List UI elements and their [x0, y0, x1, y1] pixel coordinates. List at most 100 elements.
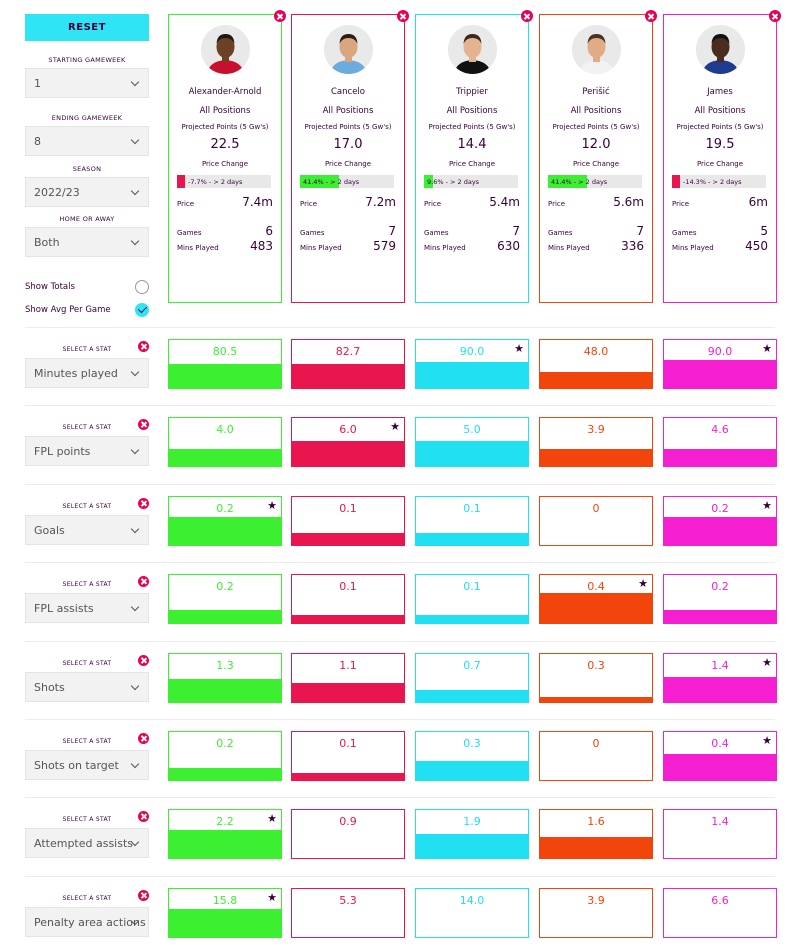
select-stat-label: SELECT A STAT — [62, 660, 112, 667]
chevron-down-icon — [130, 135, 140, 145]
show-totals-toggle[interactable]: Show Totals — [25, 279, 149, 295]
remove-stat-close-icon[interactable] — [138, 419, 149, 430]
home-away-label: HOME OR AWAY — [59, 215, 115, 223]
stat-value-fill — [169, 768, 281, 780]
stat-value-box: 0.2 — [168, 574, 282, 624]
home-away-select[interactable]: Both — [25, 227, 149, 257]
stat-value-box: 82.7 — [291, 339, 405, 389]
stat-value-fill — [292, 441, 404, 466]
price-label: Price — [672, 200, 690, 208]
stat-value-fill — [664, 610, 776, 623]
stat-value: 1.9 — [463, 815, 481, 828]
row-separator — [25, 562, 775, 563]
remove-player-close-icon[interactable] — [274, 10, 286, 22]
stat-value-box: 1.6 — [539, 809, 653, 859]
player-position: All Positions — [570, 106, 622, 116]
remove-player-close-icon[interactable] — [645, 10, 657, 22]
remove-stat-close-icon[interactable] — [138, 341, 149, 352]
mins-played-value: 336 — [621, 239, 644, 253]
price-change-bar: 41.4% - > 2 days — [300, 175, 394, 188]
show-totals-radio[interactable] — [135, 280, 149, 294]
stat-value-fill — [292, 364, 404, 388]
show-avg-radio[interactable] — [135, 303, 149, 317]
stat-value-fill — [169, 610, 281, 623]
stat-select[interactable]: Penalty area actions — [25, 907, 149, 937]
price-row: Price 7.4m — [177, 195, 273, 209]
stat-select[interactable]: FPL points — [25, 436, 149, 466]
price-change-text: -7.7% - > 2 days — [188, 177, 243, 186]
games-row: Games 7 — [300, 224, 396, 238]
stat-value: 90.0 — [459, 345, 485, 358]
player-card: James All Positions Projected Points (5 Gw… — [663, 10, 781, 303]
stat-value-box: 0.1 — [415, 496, 529, 546]
stat-select[interactable]: Shots — [25, 672, 149, 702]
stat-value-box: 1.3 — [168, 653, 282, 703]
stat-value: 0.3 — [463, 737, 481, 750]
stat-value-fill — [540, 697, 652, 702]
stat-value: 3.9 — [587, 423, 605, 436]
remove-stat-close-icon[interactable] — [138, 811, 149, 822]
stat-value-box: 3.9 — [539, 888, 653, 938]
stat-value: 5.3 — [339, 894, 357, 907]
projected-points-label: Projected Points (5 Gw's) — [676, 123, 764, 131]
games-label: Games — [548, 229, 573, 237]
price-change-bar: -7.7% - > 2 days — [177, 175, 271, 188]
mins-played-label: Mins Played — [300, 244, 342, 252]
stat-value: 0.2 — [216, 580, 234, 593]
season-select[interactable]: 2022/23 — [25, 177, 149, 207]
stat-value-box: 0.1 — [291, 574, 405, 624]
starting-gameweek-select[interactable]: 1 — [25, 68, 149, 98]
stat-value-box: 6.6 — [663, 888, 777, 938]
price-label: Price — [424, 200, 442, 208]
stat-value: 0.1 — [339, 580, 357, 593]
show-avg-toggle[interactable]: Show Avg Per Game — [25, 302, 149, 318]
mins-played-label: Mins Played — [672, 244, 714, 252]
player-card: Alexander-Arnold All Positions Projected P… — [168, 10, 286, 303]
stat-select[interactable]: Goals — [25, 515, 149, 545]
star-icon: ★ — [762, 656, 772, 669]
star-icon: ★ — [762, 342, 772, 355]
stat-select[interactable]: Attempted assists — [25, 828, 149, 858]
projected-points-value: 17.0 — [333, 137, 363, 152]
price-change-label: Price Change — [696, 160, 744, 168]
player-avatar — [324, 25, 373, 74]
chevron-down-icon — [130, 236, 140, 246]
stat-select[interactable]: Shots on target — [25, 750, 149, 780]
stat-select[interactable]: Minutes played — [25, 358, 149, 388]
select-stat-label: SELECT A STAT — [62, 346, 112, 353]
remove-stat-close-icon[interactable] — [138, 498, 149, 509]
stat-value-box: 0.1 — [291, 731, 405, 781]
reset-button[interactable]: RESET — [25, 14, 149, 41]
stat-value-box: 90.0 ★ — [415, 339, 529, 389]
stat-value: 48.0 — [583, 345, 609, 358]
price-change-fill — [672, 175, 680, 188]
games-value: 7 — [512, 224, 520, 238]
stat-select[interactable]: FPL assists — [25, 593, 149, 623]
remove-player-close-icon[interactable] — [397, 10, 409, 22]
remove-stat-close-icon[interactable] — [138, 655, 149, 666]
home-away-value: Both — [34, 235, 60, 249]
games-row: Games 5 — [672, 224, 768, 238]
select-stat-label: SELECT A STAT — [62, 816, 112, 823]
stat-value: 4.6 — [711, 423, 729, 436]
remove-player-close-icon[interactable] — [521, 10, 533, 22]
stat-value-box: 0.2 — [168, 731, 282, 781]
stat-value-fill — [416, 362, 528, 388]
remove-stat-close-icon[interactable] — [138, 733, 149, 744]
price-value: 7.2m — [365, 195, 396, 209]
remove-player-close-icon[interactable] — [769, 10, 781, 22]
player-card: Perišić All Positions Projected Points (5 … — [539, 10, 657, 303]
ending-gameweek-select[interactable]: 8 — [25, 126, 149, 156]
stat-value: 0.7 — [463, 659, 481, 672]
chevron-down-icon — [130, 602, 140, 612]
chevron-down-icon — [130, 445, 140, 455]
stat-value-fill — [416, 834, 528, 858]
select-stat-label: SELECT A STAT — [62, 581, 112, 588]
stat-value: 4.0 — [216, 423, 234, 436]
remove-stat-close-icon[interactable] — [138, 576, 149, 587]
remove-stat-close-icon[interactable] — [138, 890, 149, 901]
stat-value-fill — [540, 593, 652, 623]
stat-value: 3.9 — [587, 894, 605, 907]
stat-value-box: 0.2 ★ — [168, 496, 282, 546]
select-stat-label: SELECT A STAT — [62, 738, 112, 745]
